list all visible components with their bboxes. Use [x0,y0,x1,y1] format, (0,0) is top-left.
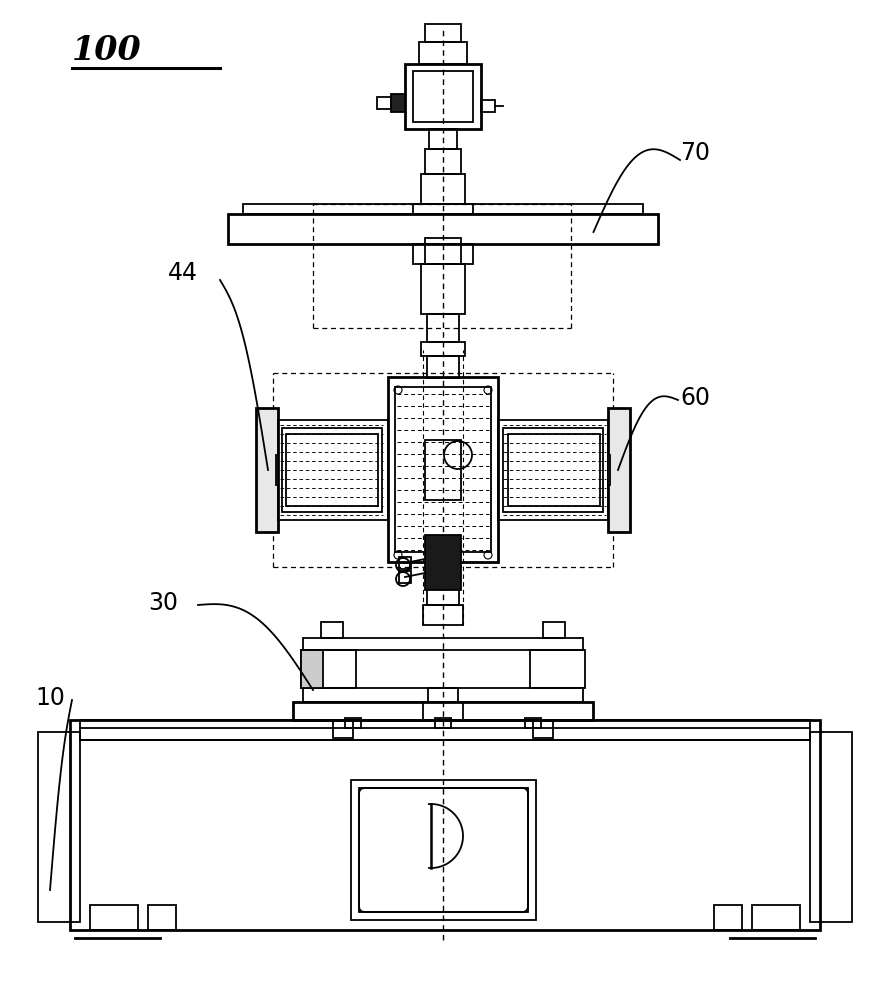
Bar [530,650,585,688]
Text: 30: 30 [148,591,178,615]
Bar [377,97,391,109]
Bar [421,342,464,356]
Bar [276,455,277,485]
Bar [525,718,540,728]
Bar [292,702,593,720]
Bar [332,720,353,738]
Bar [423,605,462,625]
Bar [607,455,610,485]
Text: 10: 10 [35,686,65,710]
Text: 60: 60 [680,386,709,410]
Bar [424,238,461,264]
Bar [424,535,461,590]
Bar [424,149,461,174]
Bar [282,428,382,512]
Bar [387,377,497,562]
Bar [399,571,410,583]
Bar [426,314,458,342]
Bar [256,408,277,532]
Bar [751,905,799,930]
Bar [300,650,355,688]
Bar [405,64,480,129]
Bar [426,570,458,605]
Bar [421,264,464,314]
Bar [428,688,457,702]
Text: 70: 70 [680,141,709,165]
Bar [394,387,491,552]
Bar [418,42,466,64]
Bar [300,650,323,688]
Bar [424,24,461,42]
Bar [38,732,80,922]
Bar [426,356,458,378]
Bar [303,688,582,702]
Text: 100: 100 [72,34,142,67]
Bar [345,718,361,728]
Bar [497,420,607,520]
Bar [359,788,527,912]
Bar [809,732,851,922]
Bar [480,100,494,112]
Bar [70,720,819,930]
Bar [423,702,462,720]
Bar [713,905,742,930]
Bar [303,638,582,650]
Bar [391,94,405,112]
Text: 44: 44 [167,261,198,285]
Bar [413,204,472,214]
Bar [421,174,464,204]
Bar [89,905,138,930]
Bar [542,622,564,638]
Bar [228,214,657,244]
Bar [502,428,602,512]
Bar [148,905,175,930]
Bar [424,440,461,500]
Bar [285,434,377,506]
Bar [243,204,642,214]
Bar [434,718,450,728]
Bar [532,720,552,738]
Bar [321,622,343,638]
Bar [413,244,472,264]
Bar [80,720,809,740]
Bar [508,434,599,506]
Bar [607,408,629,532]
Bar [413,71,472,122]
Bar [399,557,410,569]
Bar [429,129,456,149]
Bar [277,420,387,520]
Bar [351,780,535,920]
